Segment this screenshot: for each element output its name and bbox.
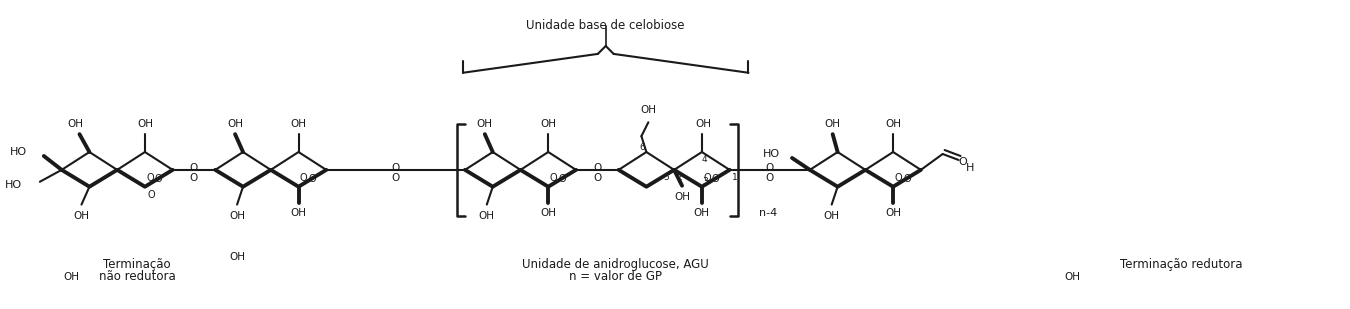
Text: O: O — [958, 157, 967, 167]
Text: O: O — [559, 174, 566, 184]
Text: OH: OH — [694, 209, 710, 218]
Text: OH: OH — [63, 272, 80, 282]
Text: OH: OH — [824, 211, 840, 222]
Text: O: O — [894, 173, 902, 183]
Text: OH: OH — [825, 119, 841, 129]
Text: O: O — [309, 174, 316, 184]
Text: OH: OH — [540, 119, 556, 129]
Text: O: O — [190, 173, 198, 183]
Text: O: O — [392, 163, 400, 173]
Text: 4: 4 — [702, 155, 707, 164]
Text: O: O — [549, 173, 558, 183]
Text: OH: OH — [68, 119, 84, 129]
Text: O: O — [146, 173, 154, 183]
Text: OH: OH — [227, 119, 243, 129]
Text: n = valor de GP: n = valor de GP — [570, 270, 662, 283]
Text: O: O — [392, 173, 400, 183]
Text: OH: OH — [640, 105, 656, 115]
Text: OH: OH — [230, 252, 246, 262]
Text: OH: OH — [674, 192, 690, 201]
Text: H: H — [967, 163, 975, 173]
Text: OH: OH — [540, 209, 556, 218]
Text: O: O — [155, 174, 162, 184]
Text: 6: 6 — [640, 142, 645, 152]
Text: O: O — [147, 190, 155, 200]
Text: HO: HO — [9, 147, 27, 157]
Text: O: O — [711, 174, 720, 184]
Text: O: O — [903, 174, 911, 184]
Text: O: O — [300, 173, 308, 183]
Text: 3: 3 — [702, 177, 707, 186]
Text: OH: OH — [1065, 272, 1080, 282]
Text: OH: OH — [886, 209, 902, 218]
Text: O: O — [703, 173, 710, 183]
Text: OH: OH — [73, 211, 89, 222]
Text: O: O — [593, 163, 602, 173]
Text: Terminação redutora: Terminação redutora — [1120, 257, 1243, 270]
Text: não redutora: não redutora — [99, 270, 176, 283]
Text: O: O — [765, 173, 774, 183]
Text: Unidade de anidroglucose, AGU: Unidade de anidroglucose, AGU — [522, 257, 709, 270]
Text: 5: 5 — [663, 173, 670, 182]
Text: 1: 1 — [732, 173, 737, 182]
Text: OH: OH — [479, 211, 495, 222]
Text: O: O — [765, 163, 774, 173]
Text: HO: HO — [763, 149, 780, 159]
Text: OH: OH — [477, 119, 493, 129]
Text: OH: OH — [695, 119, 711, 129]
Text: OH: OH — [230, 211, 246, 222]
Text: O: O — [190, 163, 198, 173]
Text: n-4: n-4 — [759, 209, 778, 218]
Text: 2: 2 — [676, 173, 682, 182]
Text: O: O — [593, 173, 602, 183]
Text: Unidade base de celobiose: Unidade base de celobiose — [526, 19, 684, 32]
Text: OH: OH — [886, 119, 902, 129]
Text: OH: OH — [290, 209, 306, 218]
Text: OH: OH — [136, 119, 153, 129]
Text: HO: HO — [5, 180, 22, 190]
Text: OH: OH — [290, 119, 306, 129]
Text: Terminação: Terminação — [103, 257, 171, 270]
